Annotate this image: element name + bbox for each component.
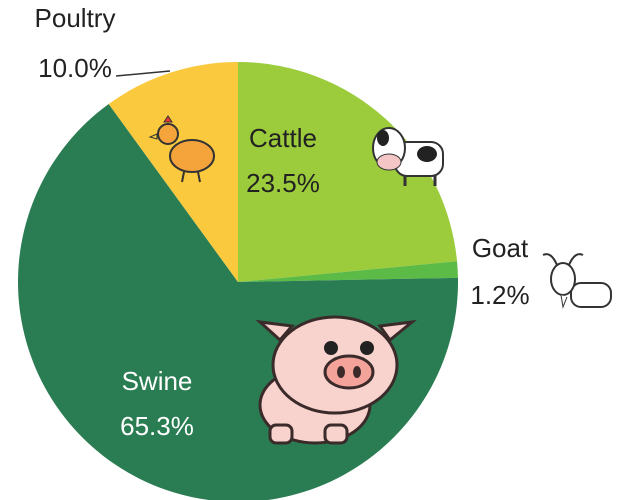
slice-label: Poultry [35, 3, 116, 33]
leader-line [116, 71, 170, 76]
goat-icon [543, 254, 611, 307]
chart: Cattle 23.5% Goat 1.2% Swine 65.3% Poultry 10.0… [0, 0, 630, 500]
slice-value-label: 1.2% [470, 280, 529, 310]
slice-value-label: 10.0% [38, 53, 112, 83]
slice-value-label: 23.5% [246, 168, 320, 198]
slice-label: Swine [122, 366, 193, 396]
slice-label: Goat [472, 233, 529, 263]
slice-value-label: 65.3% [120, 411, 194, 441]
slice-label: Cattle [249, 123, 317, 153]
